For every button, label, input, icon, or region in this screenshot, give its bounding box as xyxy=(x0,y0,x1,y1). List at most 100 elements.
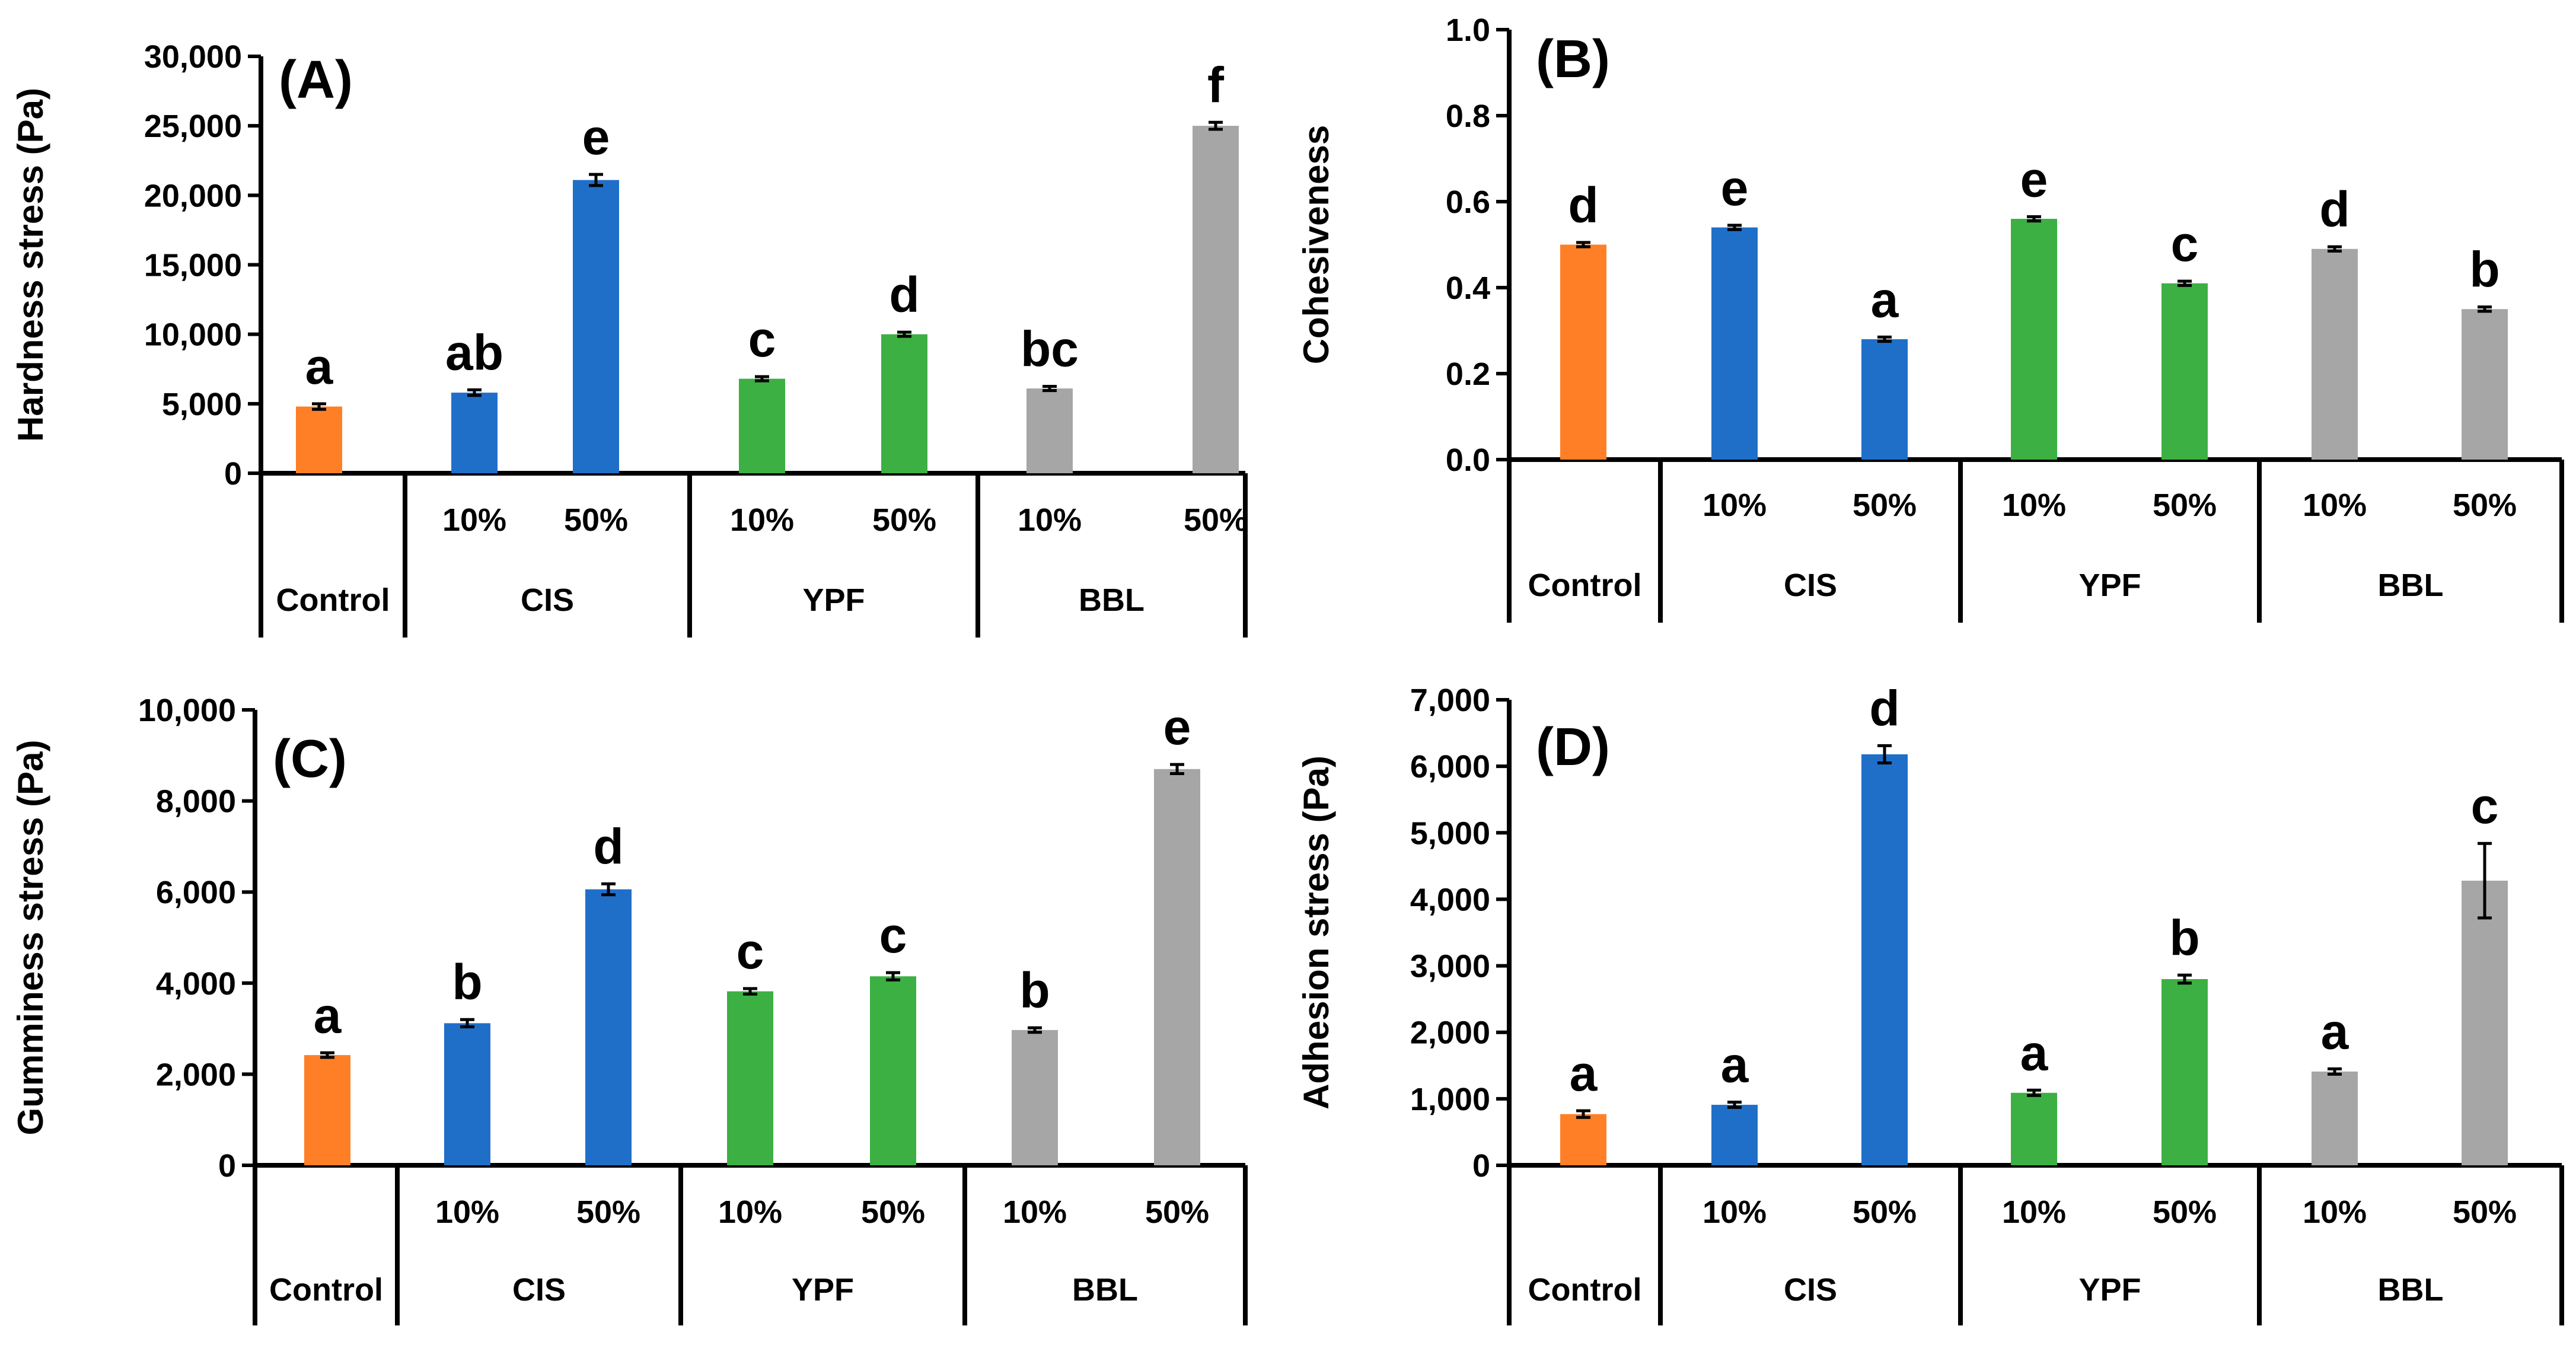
y-tick-label: 20,000 xyxy=(144,178,242,213)
bar-cis-10pct xyxy=(451,393,498,473)
group-label: CIS xyxy=(512,1272,566,1308)
level-label: 10% xyxy=(2303,1194,2367,1230)
bar-ypf-10pct xyxy=(739,378,785,473)
y-tick-label: 10,000 xyxy=(144,317,242,353)
group-label: BBL xyxy=(1079,582,1144,618)
group-label: Control xyxy=(1528,568,1642,603)
y-tick-label: 4,000 xyxy=(1410,882,1490,917)
group-label: BBL xyxy=(1072,1272,1138,1308)
group-label: YPF xyxy=(2078,1272,2141,1308)
level-label: 50% xyxy=(861,1194,925,1230)
significance-letter: d xyxy=(1568,177,1598,233)
bar-cis-10pct xyxy=(444,1023,490,1165)
y-tick-label: 0.8 xyxy=(1446,98,1490,134)
y-tick-label: 8,000 xyxy=(156,784,236,820)
group-label: CIS xyxy=(521,582,574,618)
chart-panel-b: 0.0 0.2 0.4 0.6 0.8 1.0 Cohesiveness (B) d e 10% a 5… xyxy=(1296,12,2564,623)
y-tick-label: 10,000 xyxy=(138,693,236,728)
significance-letter: d xyxy=(2319,181,2349,237)
significance-letter: c xyxy=(737,923,764,979)
bar-bbl-10pct xyxy=(1026,388,1073,473)
y-axis-title: Cohesiveness xyxy=(1296,125,1336,365)
level-label: 10% xyxy=(1703,1194,1767,1230)
significance-letter: c xyxy=(2171,216,2199,272)
significance-letter: c xyxy=(748,311,776,367)
y-tick-label: 1.0 xyxy=(1446,12,1490,48)
significance-letter: b xyxy=(452,954,482,1010)
y-tick-label: 4,000 xyxy=(156,966,236,1002)
y-tick-label: 5,000 xyxy=(1410,815,1490,851)
significance-letter: d xyxy=(889,267,919,323)
level-label: 50% xyxy=(872,502,936,538)
significance-letter: b xyxy=(2169,910,2199,965)
level-label: 10% xyxy=(1003,1194,1067,1230)
bar-control xyxy=(296,406,342,473)
bar-control xyxy=(1560,1114,1606,1165)
level-label: 10% xyxy=(442,502,506,538)
level-label: 10% xyxy=(435,1194,499,1230)
y-tick-label: 0 xyxy=(224,456,242,492)
group-label: BBL xyxy=(2378,568,2444,603)
bar-bbl-10pct xyxy=(2312,248,2358,460)
level-label: 10% xyxy=(2303,487,2367,523)
chart-panel-c: 0 2,000 4,000 6,000 8,000 10,000 Gumminess str… xyxy=(11,693,1248,1325)
bar-cis-50pct xyxy=(1861,339,1908,460)
significance-letter: a xyxy=(1570,1046,1598,1101)
group-label: CIS xyxy=(1784,1272,1837,1308)
bar-ypf-50pct xyxy=(2161,283,2208,460)
significance-letter: a xyxy=(2321,1003,2349,1059)
level-label: 10% xyxy=(1703,487,1767,523)
significance-letter: e xyxy=(1721,160,1749,216)
panel-label: (B) xyxy=(1536,30,1610,89)
level-label: 50% xyxy=(2453,487,2517,523)
group-label: Control xyxy=(269,1272,383,1308)
panel-label: (A) xyxy=(279,50,353,110)
group-label: Control xyxy=(1528,1272,1642,1308)
significance-letter: bc xyxy=(1021,321,1079,377)
significance-letter: d xyxy=(1869,680,1899,736)
group-label: BBL xyxy=(2378,1272,2444,1308)
bar-cis-50pct xyxy=(1861,754,1908,1165)
y-tick-label: 2,000 xyxy=(1410,1015,1490,1051)
significance-letter: e xyxy=(2020,151,2048,207)
bar-control xyxy=(304,1055,350,1165)
significance-letter: a xyxy=(314,987,342,1043)
significance-letter: a xyxy=(1721,1037,1749,1092)
bar-bbl-50pct xyxy=(2462,309,2508,460)
significance-letter: c xyxy=(879,907,907,963)
chart-panel-a: 0 5,000 10,000 15,000 20,000 25,000 30,000 Hard… xyxy=(11,39,1248,638)
y-tick-label: 7,000 xyxy=(1410,683,1490,718)
y-tick-label: 0.6 xyxy=(1446,184,1490,220)
significance-letter: e xyxy=(582,109,610,165)
chart-panel-d: 0 1,000 2,000 3,000 4,000 5,000 6,000 7,000 Adhe… xyxy=(1296,680,2564,1325)
y-tick-label: 6,000 xyxy=(1410,749,1490,785)
level-label: 50% xyxy=(576,1194,640,1230)
bar-ypf-50pct xyxy=(870,976,916,1165)
y-axis-title: Hardness stress (Pa) xyxy=(11,88,50,442)
level-label: 50% xyxy=(1184,502,1248,538)
level-label: 10% xyxy=(718,1194,782,1230)
y-tick-label: 5,000 xyxy=(162,387,242,422)
level-label: 50% xyxy=(2453,1194,2517,1230)
significance-letter: b xyxy=(1019,962,1050,1018)
significance-letter: ab xyxy=(445,324,503,380)
y-tick-label: 15,000 xyxy=(144,248,242,283)
bar-bbl-10pct xyxy=(2312,1071,2358,1165)
level-label: 10% xyxy=(730,502,794,538)
y-tick-label: 2,000 xyxy=(156,1057,236,1092)
group-label: YPF xyxy=(792,1272,854,1308)
level-label: 50% xyxy=(1853,487,1917,523)
significance-letter: e xyxy=(1163,699,1191,755)
bar-control xyxy=(1560,244,1606,460)
significance-letter: f xyxy=(1207,57,1225,113)
significance-letter: a xyxy=(1871,272,1899,327)
bar-cis-10pct xyxy=(1711,1104,1758,1165)
y-tick-label: 0.0 xyxy=(1446,442,1490,478)
y-tick-label: 0.4 xyxy=(1446,270,1490,306)
y-tick-label: 0 xyxy=(218,1148,236,1184)
y-tick-label: 30,000 xyxy=(144,39,242,75)
bar-bbl-50pct xyxy=(1193,126,1239,473)
significance-letter: c xyxy=(2471,778,2499,834)
level-label: 50% xyxy=(564,502,628,538)
bar-bbl-50pct xyxy=(2462,881,2508,1165)
